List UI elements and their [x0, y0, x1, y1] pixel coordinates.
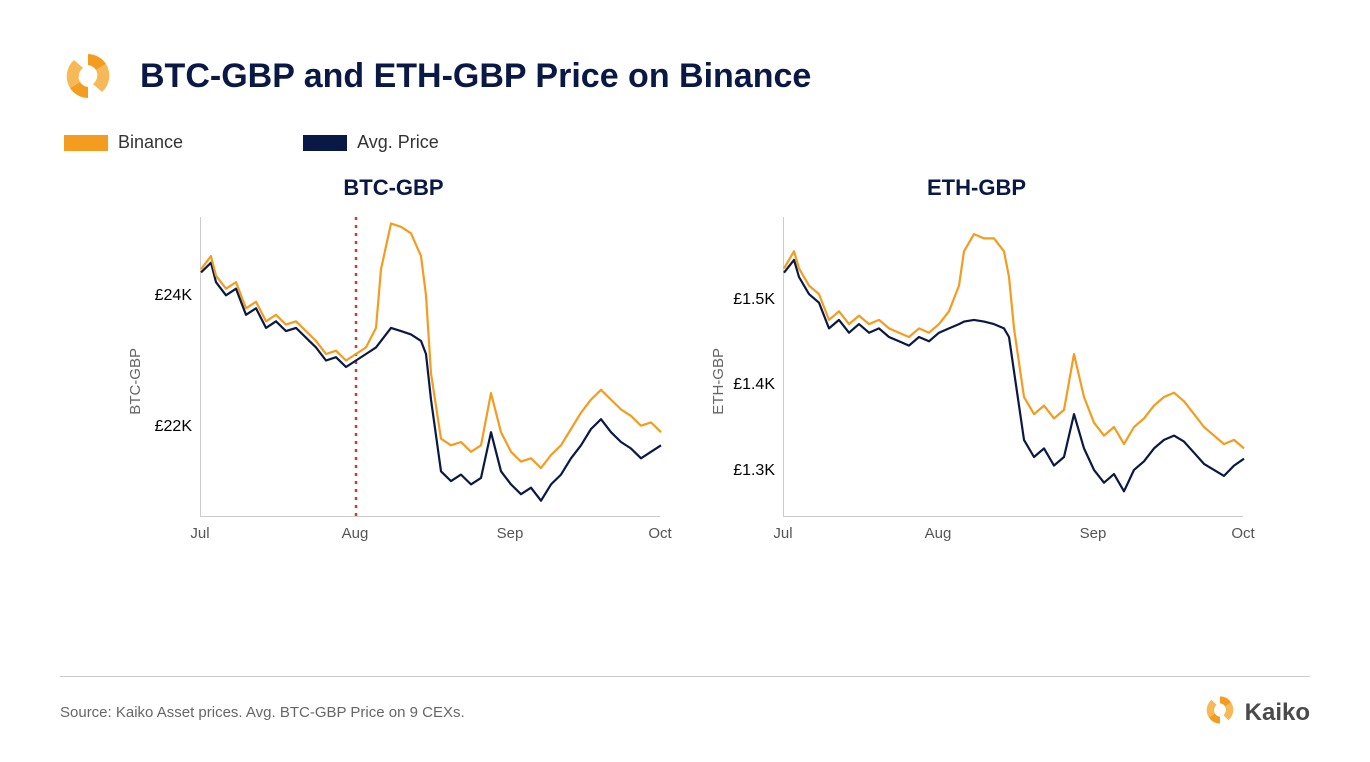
charts-row: BTC-GBP BTC-GBP £22K £24K Jul Aug Sep Oct ET… — [60, 175, 1310, 545]
x-tick-label: Sep — [497, 525, 524, 542]
y-axis-label: ETH-GBP — [710, 348, 727, 415]
x-ticks: JulAugSepOct — [200, 525, 660, 545]
chart-subtitle: BTC-GBP — [127, 175, 660, 201]
legend-label: Avg. Price — [357, 132, 439, 153]
y-axis-label: BTC-GBP — [127, 348, 144, 415]
legend-item-avg: Avg. Price — [303, 132, 439, 153]
x-tick-label: Aug — [925, 525, 952, 542]
y-tick-label: £1.5K — [733, 291, 775, 309]
series-avg — [201, 263, 661, 501]
x-tick-label: Jul — [773, 525, 792, 542]
y-tick-label: £1.3K — [733, 462, 775, 480]
x-tick-label: Sep — [1080, 525, 1107, 542]
series-binance — [201, 224, 661, 469]
header: BTC-GBP and ETH-GBP Price on Binance — [60, 48, 1310, 104]
y-tick-label: £1.4K — [733, 376, 775, 394]
chart-subtitle: ETH-GBP — [710, 175, 1243, 201]
chart-wrap: BTC-GBP £22K£24K JulAugSepOct — [127, 217, 660, 545]
footer: Source: Kaiko Asset prices. Avg. BTC-GBP… — [60, 676, 1310, 732]
legend-label: Binance — [118, 132, 183, 153]
page-title: BTC-GBP and ETH-GBP Price on Binance — [140, 57, 811, 96]
y-tick-label: £22K — [155, 418, 192, 436]
plot-area — [200, 217, 660, 517]
chart-panel-btc: BTC-GBP BTC-GBP £22K£24K JulAugSepOct — [127, 175, 660, 545]
legend-item-binance: Binance — [64, 132, 183, 153]
kaiko-logo-icon — [60, 48, 116, 104]
legend: Binance Avg. Price — [60, 132, 1310, 153]
series-binance — [784, 234, 1244, 448]
x-tick-label: Aug — [342, 525, 369, 542]
x-tick-label: Oct — [1231, 525, 1254, 542]
y-ticks: £1.3K £1.4K £1.5K — [733, 231, 783, 531]
legend-swatch — [303, 135, 347, 151]
chart-wrap: ETH-GBP £1.3K£1.4K£1.5K JulAugSepOct — [710, 217, 1243, 545]
y-ticks: £22K £24K — [150, 231, 200, 531]
y-tick-label: £24K — [155, 287, 192, 305]
legend-swatch — [64, 135, 108, 151]
brand-text: Kaiko — [1245, 699, 1310, 727]
x-ticks: JulAugSepOct — [783, 525, 1243, 545]
kaiko-logo-icon — [1203, 693, 1237, 732]
chart-panel-eth: ETH-GBP ETH-GBP £1.3K £1.4K £1.5K Jul Aug Se… — [710, 175, 1243, 545]
brand: Kaiko — [1203, 693, 1310, 732]
series-avg — [784, 260, 1244, 491]
plot-area — [783, 217, 1243, 517]
source-text: Source: Kaiko Asset prices. Avg. BTC-GBP… — [60, 704, 465, 721]
x-tick-label: Oct — [648, 525, 671, 542]
x-tick-label: Jul — [190, 525, 209, 542]
